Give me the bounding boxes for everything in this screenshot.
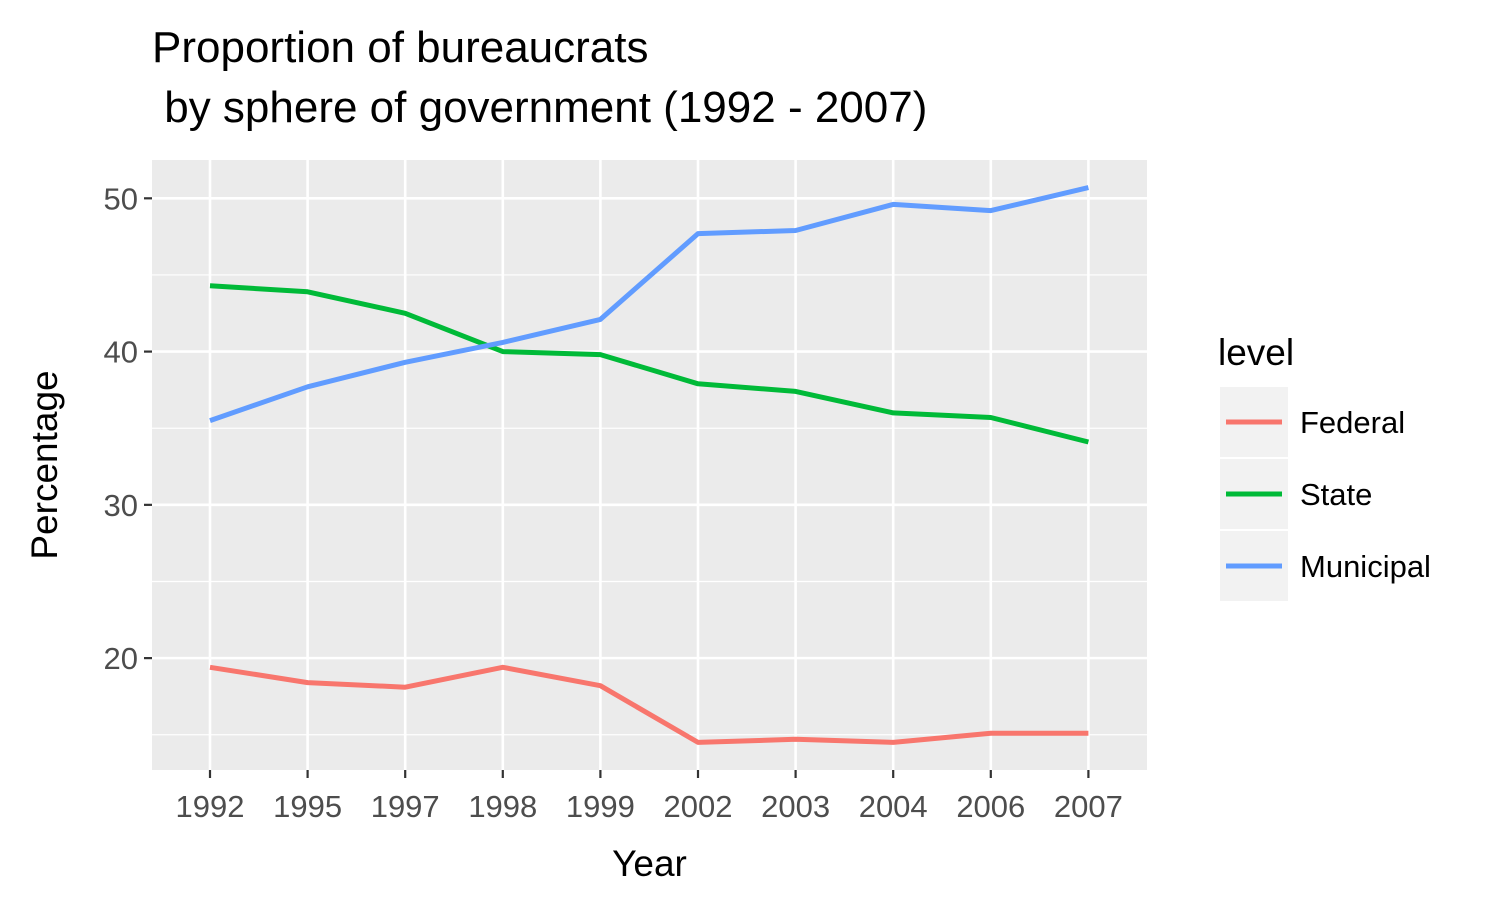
series-line-state <box>209 283 1090 445</box>
x-tick-label: 2006 <box>956 789 1025 824</box>
plot-panel <box>152 160 1147 770</box>
chart-title-line-2: by sphere of government (1992 - 2007) <box>152 83 927 132</box>
x-tick-label: 2003 <box>761 789 830 824</box>
chart-title-line-1: Proportion of bureaucrats <box>152 23 649 72</box>
x-axis-title: Year <box>612 843 687 884</box>
y-axis-title: Percentage <box>24 370 65 559</box>
x-tick-label: 1998 <box>468 789 537 824</box>
x-tick-label: 2002 <box>664 789 733 824</box>
y-tick-label: 40 <box>104 335 138 370</box>
legend-label-state: State <box>1300 477 1372 512</box>
legend-title: level <box>1218 332 1294 373</box>
x-tick-label: 2004 <box>859 789 928 824</box>
legend: level Federal State Municipal <box>1218 332 1431 601</box>
x-tick-label: 2007 <box>1054 789 1123 824</box>
series-line-municipal <box>209 185 1089 423</box>
series-line-federal <box>209 664 1089 745</box>
legend-items: Federal State Municipal <box>1220 387 1431 601</box>
x-axis-ticks: 1992 1995 1997 1998 1999 2002 2003 2004 2006 2007 <box>176 770 1123 824</box>
x-tick-label: 1992 <box>176 789 245 824</box>
y-tick-label: 50 <box>104 181 138 216</box>
y-tick-label: 30 <box>104 488 138 523</box>
x-tick-label: 1997 <box>371 789 440 824</box>
major-gridlines <box>152 160 1147 770</box>
legend-label-federal: Federal <box>1300 405 1405 440</box>
y-tick-label: 20 <box>104 641 138 676</box>
series-lines <box>209 185 1090 745</box>
x-tick-label: 1995 <box>273 789 342 824</box>
y-axis-ticks: 20 30 40 50 <box>104 181 152 676</box>
legend-label-municipal: Municipal <box>1300 549 1431 584</box>
x-tick-label: 1999 <box>566 789 635 824</box>
